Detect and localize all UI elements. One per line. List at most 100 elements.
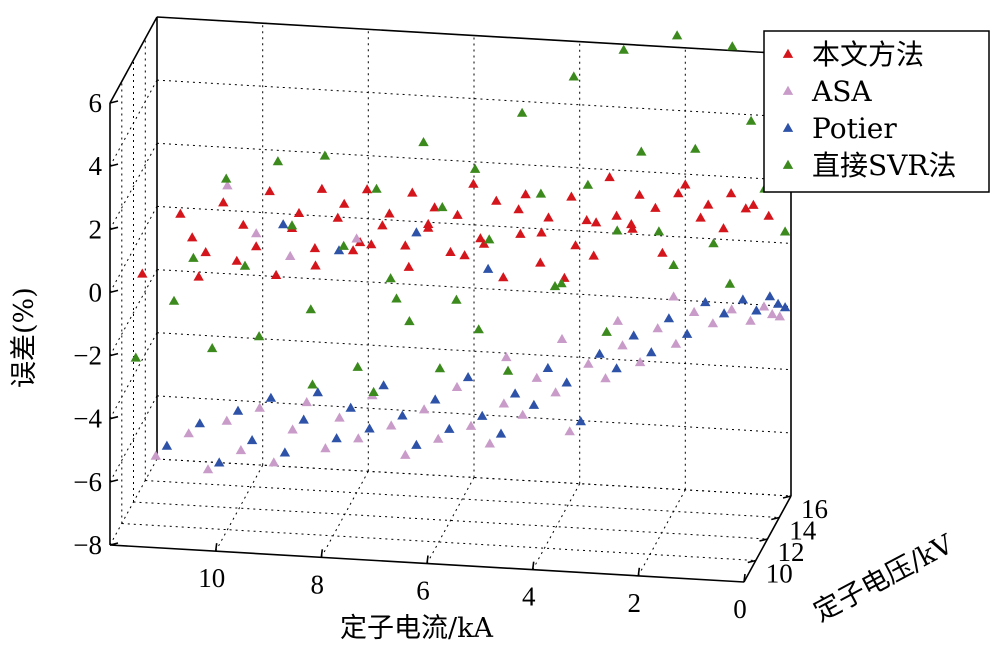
legend-label: ASA (811, 75, 872, 108)
data-point (668, 259, 679, 269)
data-point (253, 331, 265, 341)
data-point (462, 372, 474, 382)
data-point (403, 261, 414, 271)
data-point (618, 44, 629, 54)
data-point (468, 178, 479, 188)
data-point (535, 188, 547, 198)
x-tick-mark (426, 555, 429, 564)
data-point (254, 402, 265, 412)
grid-layer (109, 16, 792, 583)
data-point (634, 357, 646, 367)
x-tick-label: 8 (311, 569, 325, 599)
y-tick-label: 14 (789, 516, 817, 546)
data-point (307, 379, 318, 389)
floor-gridline-x (215, 464, 264, 552)
side-wall-gridline-z (109, 458, 158, 546)
data-point (758, 301, 770, 311)
data-point (594, 348, 605, 358)
data-point (612, 225, 623, 235)
data-point (423, 218, 434, 228)
data-point (451, 294, 462, 304)
data-point (724, 278, 736, 288)
data-point (309, 243, 321, 253)
data-point (774, 311, 785, 321)
z-tick-label: −6 (73, 467, 102, 497)
data-point (251, 241, 262, 251)
data-point (218, 197, 229, 207)
data-point (270, 269, 282, 279)
data-point (566, 191, 577, 201)
data-point (779, 226, 791, 236)
data-point (611, 210, 622, 220)
data-point (278, 219, 289, 229)
data-point (364, 423, 375, 433)
data-point (725, 188, 737, 198)
y-tick-label: 16 (801, 494, 828, 524)
data-point (520, 189, 531, 199)
data-point (332, 212, 343, 222)
data-point (748, 199, 759, 209)
data-point (581, 215, 592, 225)
data-point (626, 219, 637, 229)
data-point (268, 457, 279, 467)
data-point (745, 315, 756, 325)
x-tick-label: 0 (733, 594, 747, 624)
data-point (391, 293, 402, 303)
floor-gridline-x (532, 483, 581, 570)
data-point (429, 202, 440, 212)
z-tick-mark (109, 100, 119, 104)
data-point (331, 433, 342, 443)
data-point (194, 418, 205, 428)
data-point (473, 324, 484, 334)
data-point (588, 250, 599, 260)
z-tick-label: −2 (73, 341, 102, 371)
data-point (400, 240, 411, 250)
legend-label: Potier (812, 112, 897, 145)
data-point (690, 143, 701, 153)
data-point (604, 172, 615, 182)
back-wall-gridline-z (156, 332, 792, 371)
data-point (298, 414, 309, 424)
side-wall-gridline-z (109, 395, 158, 483)
y-tick-mark (759, 538, 768, 542)
data-point (339, 198, 350, 208)
data-point (246, 435, 258, 445)
data-point (285, 250, 296, 260)
data-point (377, 220, 388, 230)
data-point (293, 207, 305, 217)
legend-marker (782, 122, 794, 132)
y-tick-mark (747, 559, 756, 564)
data-point (168, 295, 180, 305)
data-point (764, 291, 776, 301)
z-tick-mark (109, 226, 119, 231)
data-point (188, 252, 199, 262)
data-point (671, 30, 683, 40)
data-point (663, 313, 675, 323)
data-point (543, 212, 554, 222)
data-point (482, 263, 494, 273)
data-point (352, 361, 363, 371)
data-point (465, 420, 477, 430)
data-point (550, 387, 561, 397)
data-point (231, 255, 242, 265)
side-wall-gridline-z (109, 269, 158, 356)
data-point (235, 445, 247, 455)
data-point (378, 380, 389, 390)
data-point (570, 240, 581, 250)
z-tick-label: −4 (73, 404, 102, 434)
legend-marker (782, 159, 794, 169)
data-point (517, 409, 528, 419)
x-tick-label: 2 (628, 588, 642, 618)
data-point (582, 179, 594, 189)
data-point (385, 273, 396, 283)
data-point (371, 183, 382, 193)
back-wall-gridline-z (156, 269, 792, 308)
y-tick-label: 12 (778, 537, 805, 567)
data-point (183, 428, 194, 438)
axes-frame (109, 16, 792, 583)
data-point (484, 438, 495, 448)
data-point (502, 365, 514, 375)
data-point (708, 238, 719, 248)
data-point (351, 233, 362, 243)
data-point (484, 234, 495, 244)
